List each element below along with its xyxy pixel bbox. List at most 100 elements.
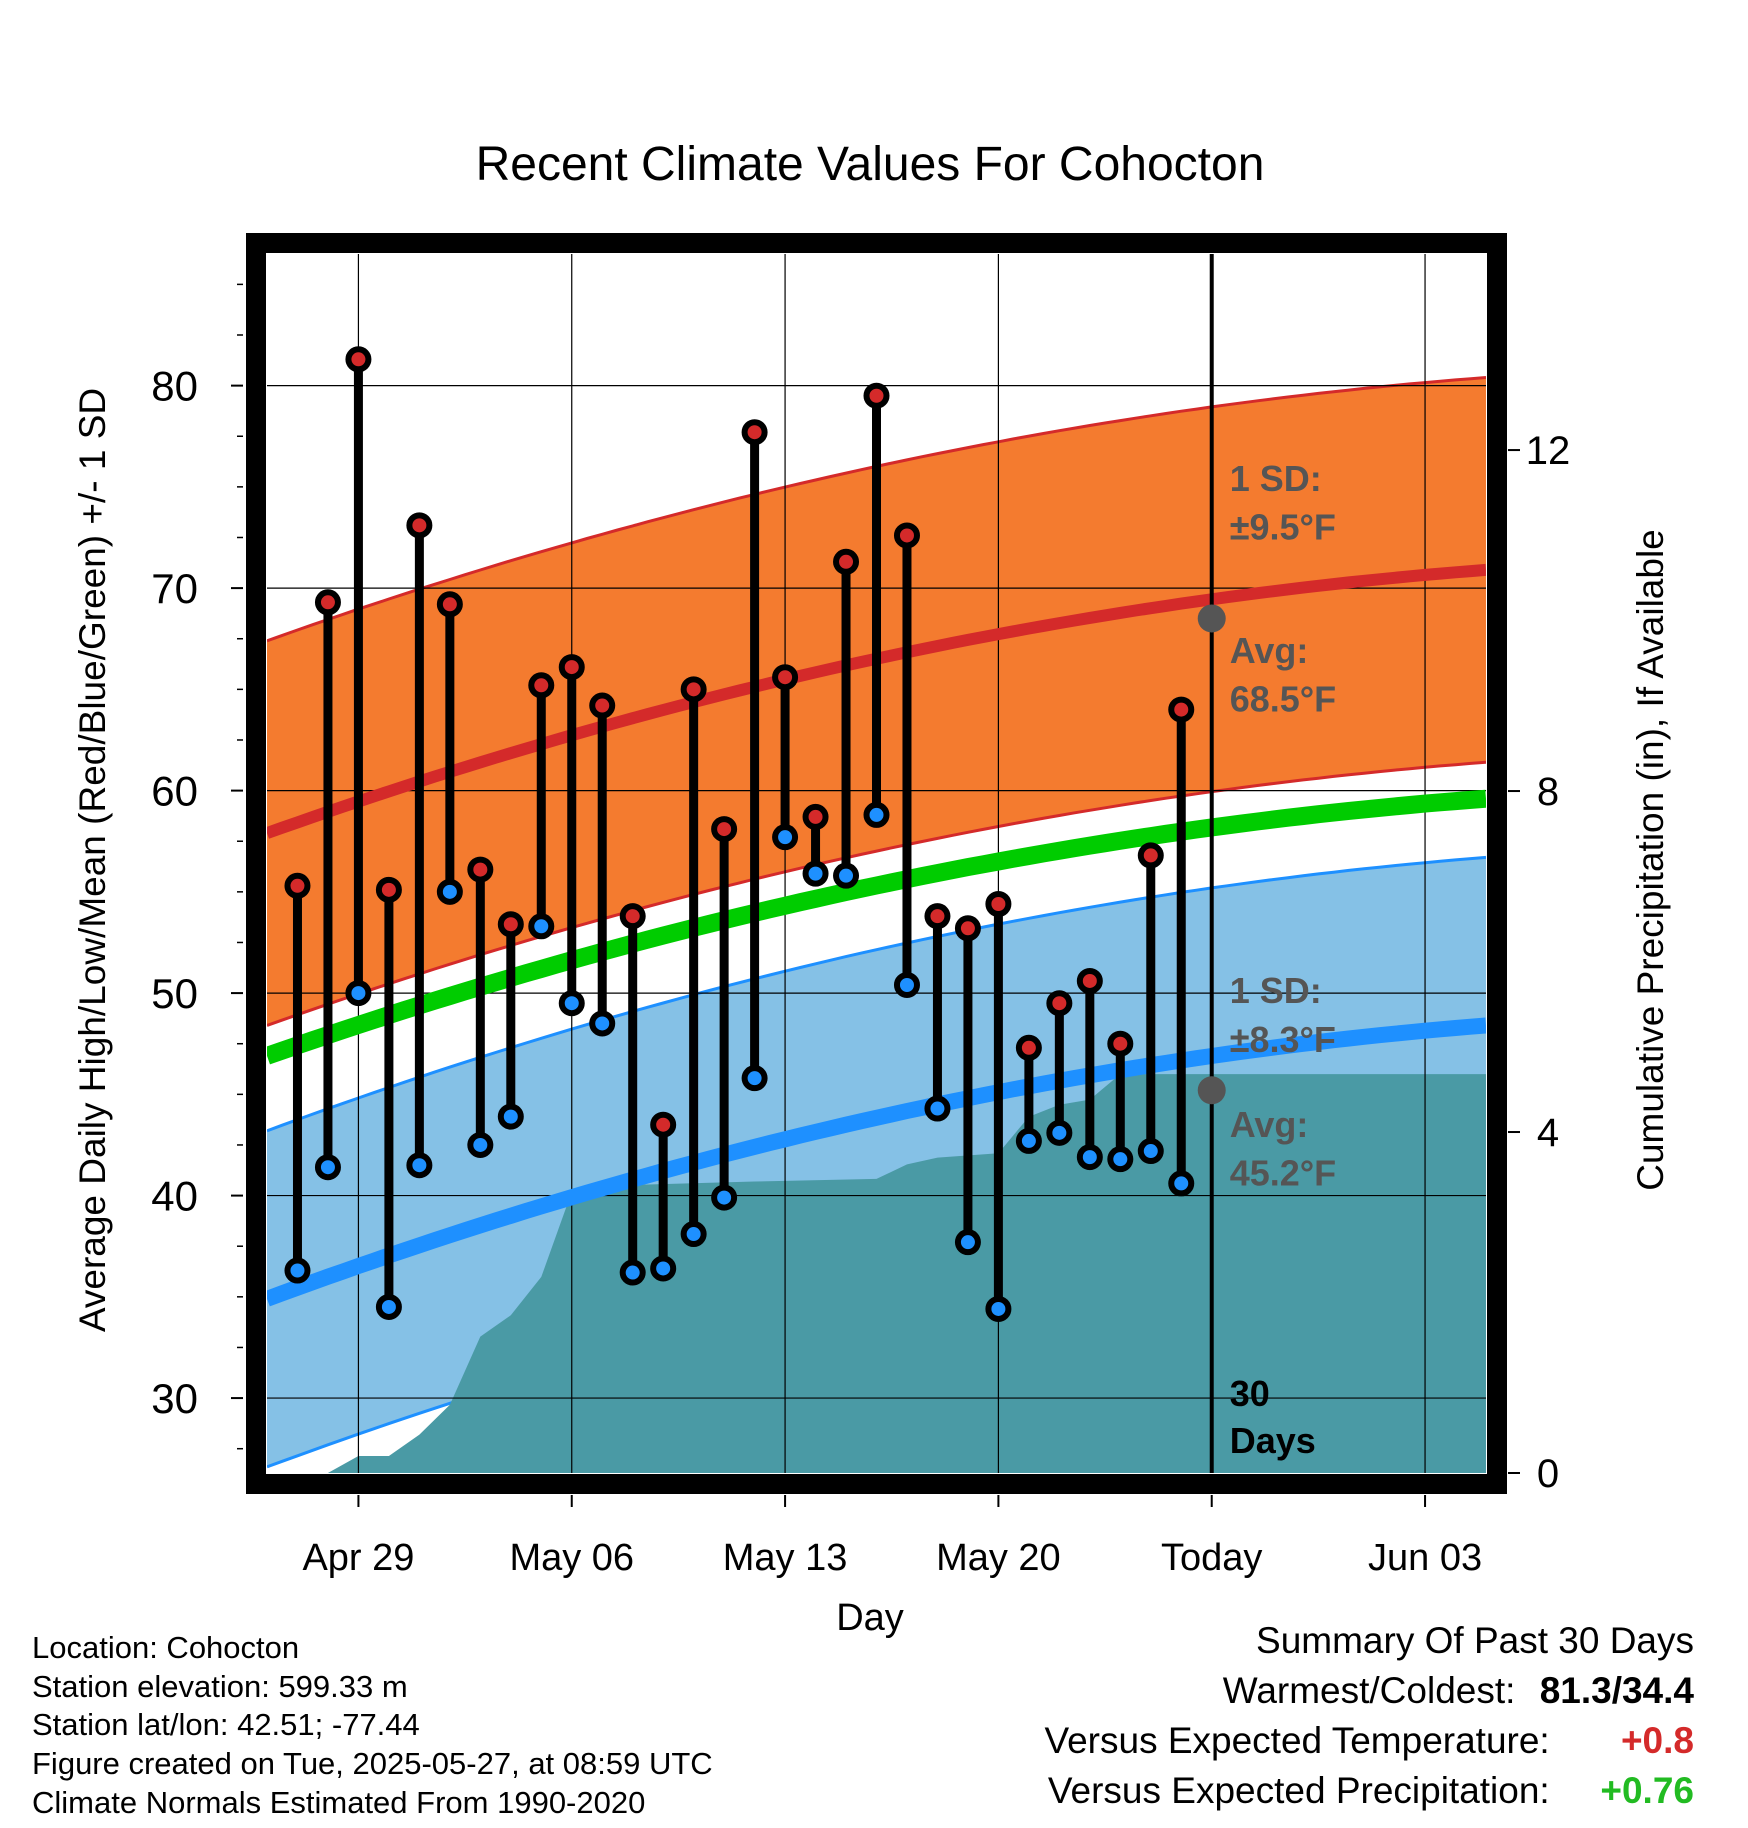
precip-tick-label: 8 (1537, 770, 1559, 814)
daily-high-point (558, 654, 585, 681)
precip-versus-value: +0.76 (1600, 1770, 1694, 1811)
high-avg-marker (1197, 604, 1226, 633)
daily-low-point (1137, 1138, 1164, 1165)
daily-high-point (833, 548, 860, 575)
x-tick-label: Today (1161, 1537, 1262, 1579)
low-sd-label: 1 SD: (1230, 970, 1322, 1011)
daily-low-point (558, 990, 585, 1017)
daily-high-point (893, 522, 920, 549)
daily-low-point (467, 1131, 494, 1158)
daily-low-point (406, 1152, 433, 1179)
daily-low-point (711, 1184, 738, 1211)
precip-tick-label: 12 (1526, 429, 1571, 473)
daily-low-point (436, 878, 463, 905)
x-tick-label: Apr 29 (302, 1537, 414, 1579)
daily-low-point (893, 971, 920, 998)
daily-high-point (954, 915, 981, 942)
high-sd-lower-line (267, 760, 1486, 1027)
days-count-label: 30 (1230, 1373, 1270, 1414)
y-tick-label: 50 (151, 970, 198, 1017)
daily-high-point (406, 512, 433, 539)
daily-high-point (1015, 1034, 1042, 1061)
daily-high-point (985, 890, 1012, 917)
daily-high-point (619, 903, 646, 930)
daily-high-point (863, 382, 890, 409)
warm-cold-value: 81.3/34.4 (1539, 1670, 1694, 1711)
created-text: Figure created on Tue, 2025-05-27, at 08… (32, 1746, 713, 1781)
daily-high-point (467, 856, 494, 883)
daily-low-point (1076, 1144, 1103, 1171)
daily-high-point (497, 911, 524, 938)
y-tick-label: 70 (151, 565, 198, 612)
high-sd-label: 1 SD: (1230, 458, 1322, 499)
x-tick-label: May 20 (936, 1537, 1061, 1579)
low-sd-value: ±8.3°F (1230, 1019, 1336, 1060)
daily-high-point (924, 903, 951, 930)
daily-low-point (345, 980, 372, 1007)
daily-low-point (924, 1095, 951, 1122)
plot-frame (246, 233, 1507, 1494)
high-avg-label: Avg: (1230, 630, 1309, 671)
x-tick-label: Jun 03 (1368, 1537, 1482, 1579)
daily-low-point (954, 1229, 981, 1256)
normals-text: Climate Normals Estimated From 1990-2020 (32, 1785, 646, 1820)
daily-low-point (741, 1065, 768, 1092)
daily-high-point (711, 816, 738, 843)
precip-tick-label: 4 (1537, 1111, 1559, 1155)
daily-low-point (1046, 1119, 1073, 1146)
daily-low-point (1107, 1146, 1134, 1173)
daily-low-point (619, 1259, 646, 1286)
low-mean-line (267, 1017, 1486, 1307)
chart-title: Recent Climate Values For Cohocton (476, 138, 1265, 191)
daily-high-point (1076, 967, 1103, 994)
daily-low-point (863, 801, 890, 828)
daily-low-point (833, 862, 860, 889)
daily-low-point (589, 1010, 616, 1037)
low-avg-value: 45.2°F (1230, 1152, 1336, 1193)
daily-low-point (985, 1295, 1012, 1322)
y-tick-label: 30 (151, 1375, 198, 1422)
temp-versus-label: Versus Expected Temperature: (1044, 1720, 1550, 1761)
daily-high-point (375, 876, 402, 903)
mean-line (267, 789, 1486, 1065)
precip-tick-label: 0 (1537, 1452, 1559, 1496)
daily-low-point (802, 860, 829, 887)
daily-high-point (345, 346, 372, 373)
high-avg-value: 68.5°F (1230, 679, 1336, 720)
daily-high-point (436, 591, 463, 618)
daily-high-point (772, 664, 799, 691)
daily-high-point (589, 692, 616, 719)
daily-low-point (528, 913, 555, 940)
low-avg-marker (1197, 1076, 1226, 1105)
elevation-text: Station elevation: 599.33 m (32, 1669, 408, 1704)
x-axis-label: Day (836, 1597, 904, 1639)
daily-high-point (284, 872, 311, 899)
precip-versus-label: Versus Expected Precipitation: (1047, 1770, 1550, 1811)
summary-precip: Versus Expected Precipitation: +0.76 (1048, 1770, 1694, 1812)
x-tick-label: May 06 (509, 1537, 634, 1579)
summary-warm-cold: Warmest/Coldest: 81.3/34.4 (1223, 1670, 1694, 1712)
daily-low-point (284, 1257, 311, 1284)
daily-high-point (1137, 842, 1164, 869)
daily-high-point (1046, 990, 1073, 1017)
x-tick-label: May 13 (723, 1537, 848, 1579)
daily-high-point (680, 676, 707, 703)
daily-high-point (314, 589, 341, 616)
daily-low-point (650, 1255, 677, 1282)
daily-low-point (1015, 1127, 1042, 1154)
low-sd-upper-line (267, 855, 1486, 1133)
days-unit-label: Days (1230, 1420, 1316, 1461)
daily-low-point (680, 1221, 707, 1248)
daily-low-point (497, 1103, 524, 1130)
low-avg-label: Avg: (1230, 1104, 1309, 1145)
daily-low-point (375, 1293, 402, 1320)
daily-high-point (1168, 696, 1195, 723)
location-text: Location: Cohocton (32, 1630, 300, 1665)
high-sd-value: ±9.5°F (1230, 507, 1336, 548)
summary-temp: Versus Expected Temperature: +0.8 (1044, 1720, 1694, 1762)
summary-title: Summary Of Past 30 Days (1256, 1620, 1694, 1661)
daily-low-point (314, 1154, 341, 1181)
daily-high-point (741, 419, 768, 446)
warm-cold-label: Warmest/Coldest: (1222, 1670, 1516, 1711)
